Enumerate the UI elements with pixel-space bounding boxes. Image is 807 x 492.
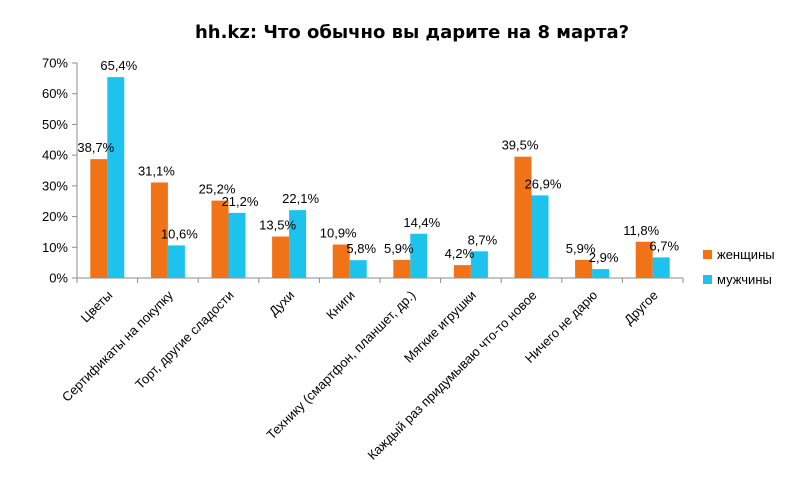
bar-women: [90, 159, 108, 278]
bar-men: [167, 245, 185, 278]
bar-men: [289, 210, 307, 278]
data-label: 8,7%: [468, 232, 498, 247]
y-tick-label: 50%: [42, 117, 68, 132]
bar-men: [652, 257, 670, 278]
bar-men: [470, 251, 488, 278]
data-label: 5,8%: [346, 241, 376, 256]
bar-women: [272, 236, 290, 278]
category-label: Торт, другие сладости: [132, 288, 236, 392]
bar-men: [592, 269, 610, 278]
data-label: 38,7%: [77, 140, 114, 155]
data-label: 31,1%: [138, 163, 175, 178]
y-tick-label: 0%: [49, 271, 68, 286]
y-tick-label: 60%: [42, 86, 68, 101]
data-label: 26,9%: [525, 176, 562, 191]
data-label: 21,2%: [222, 194, 259, 209]
legend: женщины мужчины: [703, 247, 775, 287]
bar-men: [228, 212, 246, 278]
legend-swatch: [703, 250, 712, 259]
bar-men: [349, 260, 367, 278]
category-label: Цветы: [78, 288, 116, 326]
category-label: Другое: [621, 288, 661, 328]
data-label: 6,7%: [649, 238, 679, 253]
legend-label: женщины: [717, 247, 775, 262]
data-label: 11,8%: [623, 223, 659, 238]
data-label: 65,4%: [100, 58, 137, 73]
bar-men: [410, 233, 428, 278]
data-label: 2,9%: [589, 250, 619, 265]
category-label: Книги: [323, 288, 358, 323]
data-label: 5,9%: [566, 241, 596, 256]
data-label: 25,2%: [199, 182, 236, 197]
bar-men: [531, 195, 549, 278]
data-label: 10,9%: [320, 226, 357, 241]
data-label: 13,5%: [259, 218, 296, 233]
bars: [90, 77, 670, 278]
data-label: 39,5%: [502, 138, 539, 153]
data-labels: 38,7% 65,4% 31,1% 10,6% 25,2%21,2%13,5% 22,1%…: [77, 58, 679, 265]
category-label: Сертификаты на покупку: [59, 287, 176, 404]
chart-title: hh.kz: Что обычно вы дарите на 8 марта?: [195, 22, 629, 43]
y-tick-label: 40%: [42, 148, 68, 163]
y-tick-label: 20%: [42, 209, 68, 224]
bar-men: [107, 77, 125, 278]
bar-women: [575, 259, 593, 278]
y-tick-label: 30%: [42, 178, 68, 193]
data-label: 4,2%: [445, 246, 475, 261]
category-label: Духи: [266, 288, 297, 319]
y-tick-label: 10%: [42, 240, 68, 255]
bar-women: [393, 259, 411, 278]
bar-women: [150, 182, 168, 278]
legend-label: мужчины: [717, 272, 772, 287]
bar-women: [514, 156, 532, 278]
bar-women: [332, 244, 350, 278]
bar-women: [635, 241, 653, 278]
data-label: 22,1%: [282, 191, 319, 206]
y-tick-label: 70%: [42, 56, 68, 71]
bar-women: [211, 200, 229, 278]
bar-women: [453, 265, 471, 278]
data-label: 5,9%: [384, 241, 414, 256]
data-label: 10,6%: [161, 226, 198, 241]
legend-swatch: [703, 275, 712, 284]
data-label: 14,4%: [403, 215, 440, 230]
